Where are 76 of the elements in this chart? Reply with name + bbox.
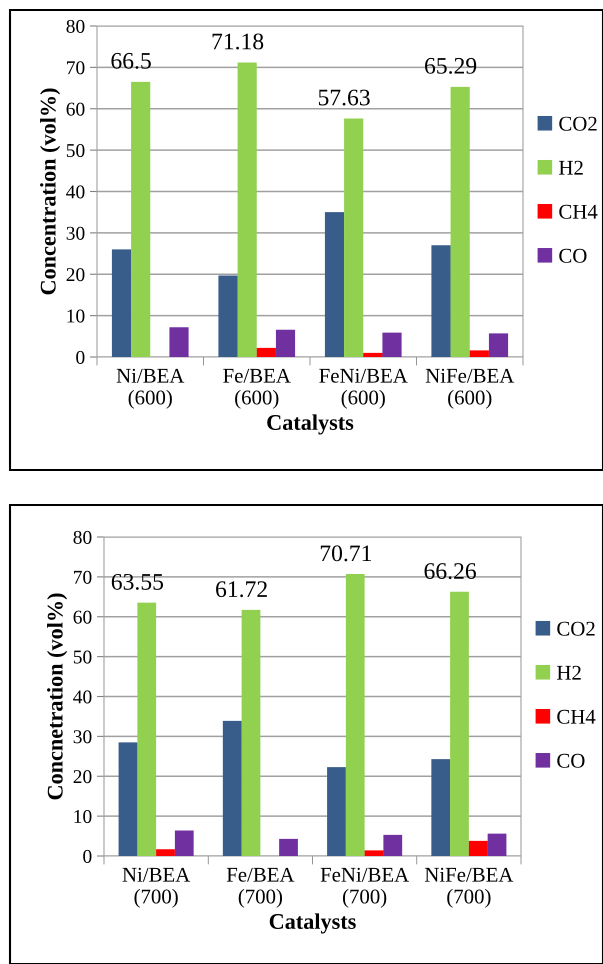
bar [470, 350, 489, 357]
x-tick-label: Fe/BEA (600) [223, 368, 291, 409]
bar [238, 62, 257, 357]
x-axis-title: Catalysts [267, 414, 354, 435]
legend-label: CH4 [557, 710, 596, 724]
bar [382, 332, 402, 357]
x-tick-label: Fe/BEA (700) [226, 868, 294, 908]
bar [324, 212, 344, 357]
bar [364, 850, 384, 856]
bar [169, 327, 189, 357]
bar [450, 86, 470, 357]
data-label: 66.26 [424, 563, 476, 580]
y-tick-label: 20 [74, 770, 92, 784]
y-tick-label: 40 [73, 690, 92, 704]
legend-label: H2 [557, 666, 581, 680]
data-label: 70.71 [320, 545, 372, 562]
bar [256, 348, 276, 357]
data-label: 65.29 [425, 58, 476, 74]
bar [431, 245, 451, 357]
bar [156, 849, 175, 856]
y-tick-label: 30 [74, 730, 92, 744]
bar [488, 834, 506, 856]
bar [346, 574, 365, 856]
y-tick-label: 60 [66, 102, 84, 116]
bar [279, 838, 298, 856]
x-axis-title: Catalysts [270, 913, 356, 934]
bar [431, 759, 450, 856]
bar [131, 82, 150, 357]
bar [450, 592, 469, 856]
bar [276, 330, 296, 357]
bar [383, 834, 402, 856]
x-tick-label: FeNi/BEA (600) [319, 368, 408, 409]
bar [363, 352, 382, 357]
legend-label: CO [557, 754, 584, 768]
x-tick-label: FeNi/BEA (700) [320, 868, 410, 908]
y-tick-label: 70 [67, 61, 84, 74]
y-axis-title: Concentration (vol%) [40, 88, 60, 294]
bar [468, 840, 488, 856]
legend-label: CO2 [559, 116, 597, 131]
bar [344, 118, 364, 357]
data-label: 63.55 [112, 574, 163, 590]
y-tick-label: 10 [67, 309, 84, 323]
y-tick-label: 50 [74, 650, 92, 664]
y-tick-label: 40 [66, 185, 84, 198]
y-tick-label: 0 [76, 350, 84, 364]
bar [222, 720, 242, 856]
legend-label: CO2 [557, 622, 595, 636]
y-tick-label: 80 [73, 530, 92, 544]
y-tick-label: 10 [74, 810, 92, 824]
bar [118, 742, 138, 856]
legend-label: CO [559, 248, 586, 263]
bar [327, 767, 346, 856]
x-tick-label: NiFe/BEA (600) [426, 368, 514, 409]
bar [488, 333, 508, 357]
x-tick-label: NiFe/BEA (700) [424, 868, 514, 908]
y-axis-title: Concnetration (vol%) [47, 593, 68, 800]
bar [174, 830, 194, 856]
bar [242, 610, 260, 856]
data-label: 71.18 [212, 33, 264, 50]
y-tick-label: 20 [66, 268, 84, 282]
y-tick-label: 0 [83, 850, 92, 863]
y-tick-label: 50 [66, 144, 84, 158]
bar [112, 249, 132, 357]
x-tick-label: Ni/BEA (600) [116, 368, 184, 409]
bar [218, 275, 238, 357]
data-label: 57.63 [318, 90, 370, 106]
y-tick-label: 80 [66, 20, 84, 33]
bar [137, 602, 156, 856]
data-label: 61.72 [216, 581, 267, 598]
legend-label: CH4 [559, 204, 598, 219]
legend-label: H2 [559, 160, 583, 175]
x-tick-label: Ni/BEA (700) [122, 868, 190, 908]
data-label: 66.5 [111, 52, 151, 69]
y-tick-label: 60 [74, 610, 92, 624]
y-tick-label: 30 [66, 226, 84, 240]
y-tick-label: 70 [74, 570, 92, 584]
